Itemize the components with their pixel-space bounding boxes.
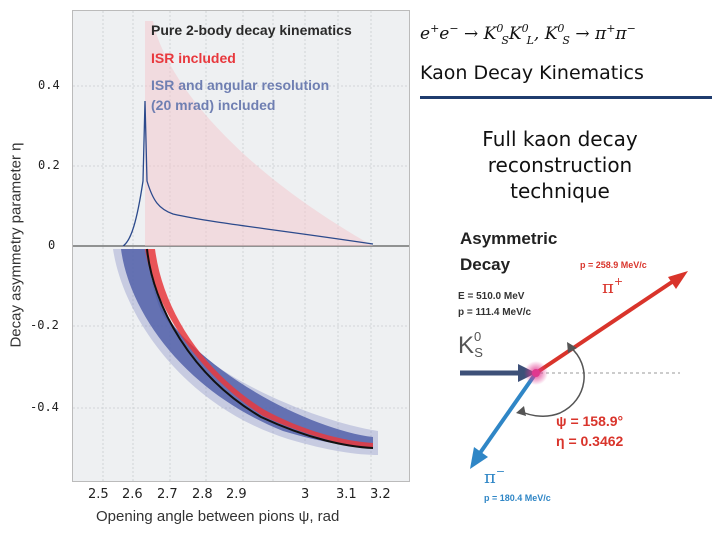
x-tick: 2.8 [192,487,213,502]
pi-plus-label: π+ [602,275,624,298]
x-tick: 3 [301,487,310,502]
subtitle-line: technique [510,179,610,203]
pi-minus-momentum: p = 180.4 MeV/c [484,493,551,503]
legend-pure-kinematics: Pure 2-body decay kinematics [151,22,352,38]
x-tick: 3.1 [336,487,357,502]
blue-density-halo [113,249,378,455]
upper-faint-band [145,21,373,246]
x-tick: 2.5 [88,487,109,502]
pi-plus-momentum: p = 258.9 MeV/c [580,260,647,270]
pi-plus-track [534,278,677,375]
diagram-title: Asymmetric [460,229,558,248]
subtitle-line: Full kaon decay [482,127,638,151]
legend-isr: ISR included [151,50,236,66]
decay-vertex-core [532,369,540,377]
y-tick: -0.2 [30,318,59,332]
reaction-formula: e+e− → K0SK0L, K0S → π+π− [420,22,636,47]
diagram-title: Decay [460,255,511,274]
angle-arc-arrow-end [516,406,526,416]
y-axis-label-text: Decay asymmetry parameter η [7,142,25,348]
legend-isr-angular: ISR and angular resolution [151,77,330,93]
decay-diagram: Asymmetric Decay E = 510.0 MeV p = 111.4… [420,225,720,540]
subtitle: Full kaon decay reconstruction technique [440,126,680,204]
kaon-label: K0S [458,329,483,360]
red-isr-band [145,249,373,448]
pi-minus-arrowhead [470,447,488,469]
kinematic-curve [146,248,374,449]
y-tick: -0.4 [30,400,59,414]
subtitle-line: reconstruction [487,153,633,177]
x-tick: 2.6 [122,487,143,502]
title-divider [420,96,712,99]
histogram-curve [122,100,374,247]
y-tick: 0.2 [38,158,60,172]
psi-value: ψ = 158.9° [556,413,624,429]
x-axis-label: Opening angle between pions ψ, rad [96,508,340,525]
y-tick: 0.4 [38,78,60,92]
x-tick: 2.9 [226,487,247,502]
eta-value: η = 0.3462 [556,433,624,449]
legend-resolution: (20 mrad) included [151,97,276,113]
y-tick: 0 [48,238,56,252]
pi-minus-track [478,371,538,455]
kaon-energy: E = 510.0 MeV [458,291,525,302]
decay-diagram-svg [460,271,688,469]
angle-arc [519,346,585,417]
angle-arc-arrow [567,342,577,353]
slide-title: Kaon Decay Kinematics [420,62,644,84]
pi-plus-arrowhead [668,271,688,289]
plot-svg [73,11,409,481]
kaon-momentum: p = 111.4 MeV/c [458,307,532,318]
plot-area [72,10,410,482]
pi-minus-label: π− [484,465,506,488]
x-tick: 2.7 [157,487,178,502]
x-tick: 3.2 [370,487,391,502]
